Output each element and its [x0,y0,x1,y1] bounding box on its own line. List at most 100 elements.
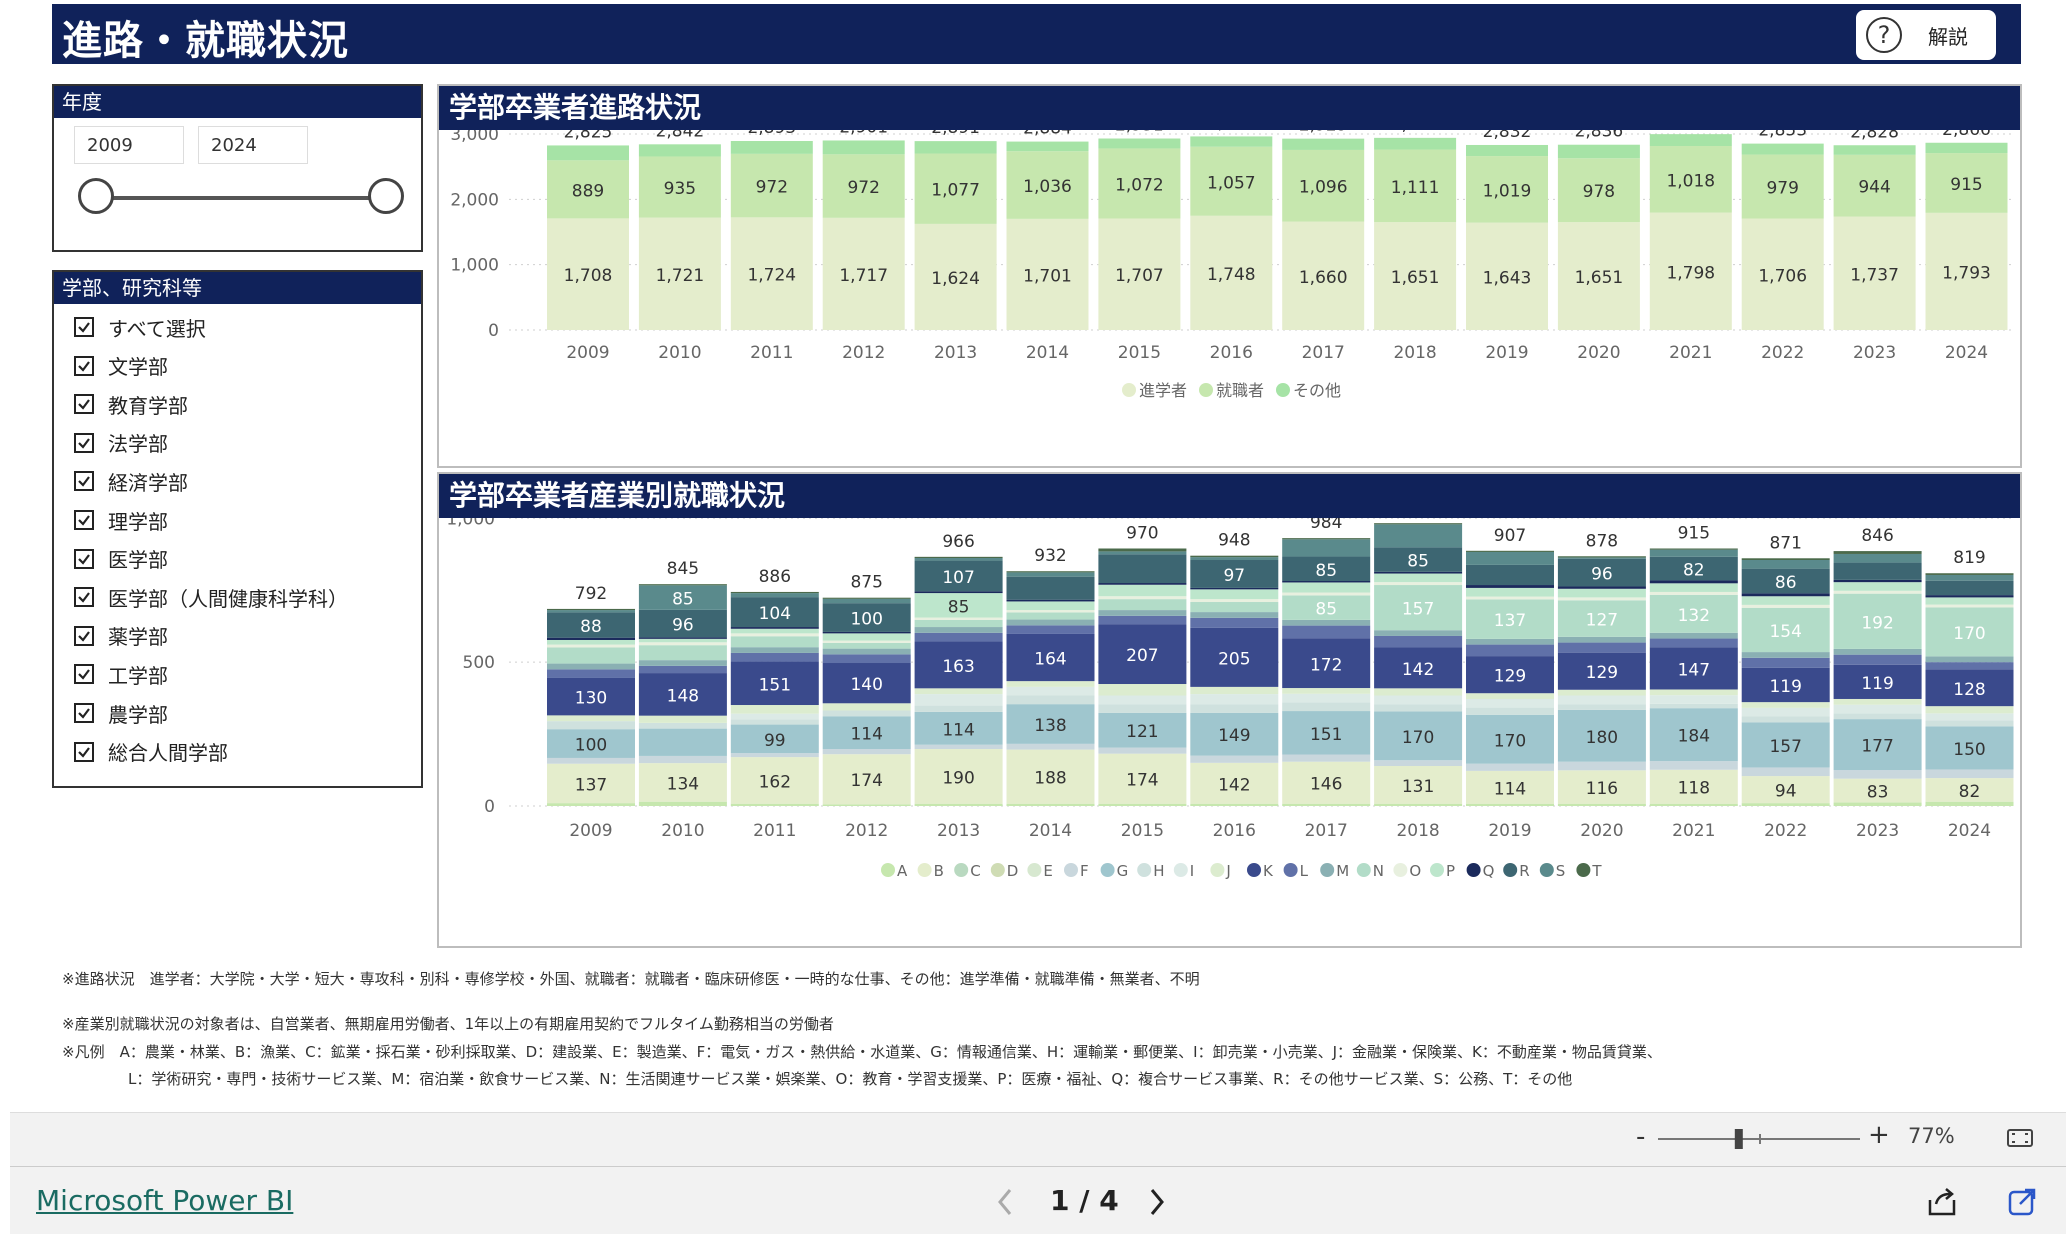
bar-segment[interactable] [1558,762,1646,771]
bar-segment[interactable] [915,688,1003,694]
bar-segment[interactable] [1926,605,2014,608]
bar-segment[interactable] [547,145,629,160]
bar-segment[interactable] [1650,592,1738,595]
bar-segment[interactable] [823,633,911,640]
bar-segment[interactable] [915,557,1003,558]
legend-label[interactable]: その他 [1293,381,1341,400]
bar-segment[interactable] [1190,588,1278,589]
bar-segment[interactable] [731,653,819,662]
department-option[interactable]: すべて選択 [74,310,206,344]
bar-segment[interactable] [823,649,911,655]
bar-segment[interactable] [1558,696,1646,705]
bar-segment[interactable] [731,804,819,806]
bar-segment[interactable] [1834,551,1922,554]
bar-segment[interactable] [1742,708,1830,717]
bar-segment[interactable] [1834,649,1922,655]
bar-segment[interactable] [1650,548,1738,549]
bar-segment[interactable] [1190,618,1278,628]
bar-segment[interactable] [1834,699,1922,705]
year-slider-end-handle[interactable] [368,178,404,214]
bar-segment[interactable] [1650,804,1738,806]
zoom-in-button[interactable]: + [1868,1120,1890,1150]
bar-segment[interactable] [1742,605,1830,608]
bar-segment[interactable] [823,632,911,633]
bar-segment[interactable] [1558,637,1646,643]
bar-segment[interactable] [1742,596,1830,605]
bar-segment[interactable] [915,141,997,153]
bar-segment[interactable] [1558,145,1640,159]
bar-segment[interactable] [547,645,635,648]
bar-segment[interactable] [823,749,911,754]
bar-segment[interactable] [1007,620,1095,626]
bar-segment[interactable] [1098,610,1186,616]
bar-segment[interactable] [1190,612,1278,618]
bar-segment[interactable] [1007,681,1095,687]
powerbi-link[interactable]: Microsoft Power BI [36,1184,293,1217]
bar-segment[interactable] [1926,713,2014,720]
bar-segment[interactable] [1374,138,1456,150]
bar-segment[interactable] [1098,599,1186,610]
bar-segment[interactable] [1007,571,1095,572]
bar-segment[interactable] [1007,572,1095,576]
checkbox-checked-icon[interactable] [74,549,94,569]
bar-segment[interactable] [1834,563,1922,580]
bar-segment[interactable] [1098,554,1186,583]
bar-segment[interactable] [823,140,905,154]
year-slider-track[interactable] [100,196,390,200]
bar-segment[interactable] [1834,713,1922,719]
bar-segment[interactable] [1742,560,1830,569]
bar-segment[interactable] [639,660,727,666]
legend-label[interactable]: O [1409,862,1421,880]
bar-segment[interactable] [1466,764,1554,771]
bar-segment[interactable] [547,647,635,663]
bar-segment[interactable] [547,610,635,612]
bar-segment[interactable] [731,633,819,636]
bar-segment[interactable] [1834,582,1922,591]
bar-segment[interactable] [1558,556,1646,557]
bar-segment[interactable] [639,802,727,806]
department-option[interactable]: 農学部 [74,696,168,730]
zoom-out-button[interactable]: - [1636,1122,1645,1152]
bar-segment[interactable] [639,642,727,645]
year-to-input[interactable]: 2024 [198,126,308,164]
legend-label[interactable]: Q [1483,862,1495,880]
bar-segment[interactable] [731,627,819,629]
bar-segment[interactable] [1466,565,1554,585]
bar-segment[interactable] [1007,625,1095,634]
legend-label[interactable]: I [1190,862,1194,880]
bar-segment[interactable] [1282,582,1370,592]
bar-segment[interactable] [639,584,727,585]
zoom-slider[interactable] [1656,1126,1866,1152]
legend-label[interactable]: J [1225,862,1230,880]
department-option[interactable]: 文学部 [74,349,168,383]
bar-segment[interactable] [1007,612,1095,619]
bar-segment[interactable] [1558,589,1646,598]
bar-segment[interactable] [915,620,1003,627]
bar-segment[interactable] [1007,601,1095,610]
bar-segment[interactable] [1558,597,1646,600]
checkbox-checked-icon[interactable] [74,471,94,491]
legend-label[interactable]: L [1300,862,1309,880]
checkbox-checked-icon[interactable] [74,356,94,376]
bar-segment[interactable] [547,609,635,610]
bar-segment[interactable] [1190,704,1278,713]
bar-segment[interactable] [1742,717,1830,723]
bar-segment[interactable] [1282,620,1370,626]
bar-segment[interactable] [639,637,727,638]
legend-label[interactable]: 就職者 [1216,381,1264,400]
bar-segment[interactable] [1466,693,1554,699]
bar-segment[interactable] [731,141,813,154]
legend-label[interactable]: G [1117,862,1129,880]
legend-label[interactable]: 進学者 [1139,381,1187,400]
bar-segment[interactable] [1650,689,1738,695]
fit-to-page-icon[interactable] [2005,1126,2035,1150]
bar-segment[interactable] [1190,756,1278,763]
bar-segment[interactable] [1374,704,1462,711]
bar-segment[interactable] [731,593,819,597]
checkbox-checked-icon[interactable] [74,742,94,762]
bar-segment[interactable] [1282,593,1370,596]
department-option[interactable]: 教育学部 [74,387,188,421]
bar-segment[interactable] [1926,662,2014,669]
department-option[interactable]: 理学部 [74,503,168,537]
bar-segment[interactable] [1374,636,1462,648]
